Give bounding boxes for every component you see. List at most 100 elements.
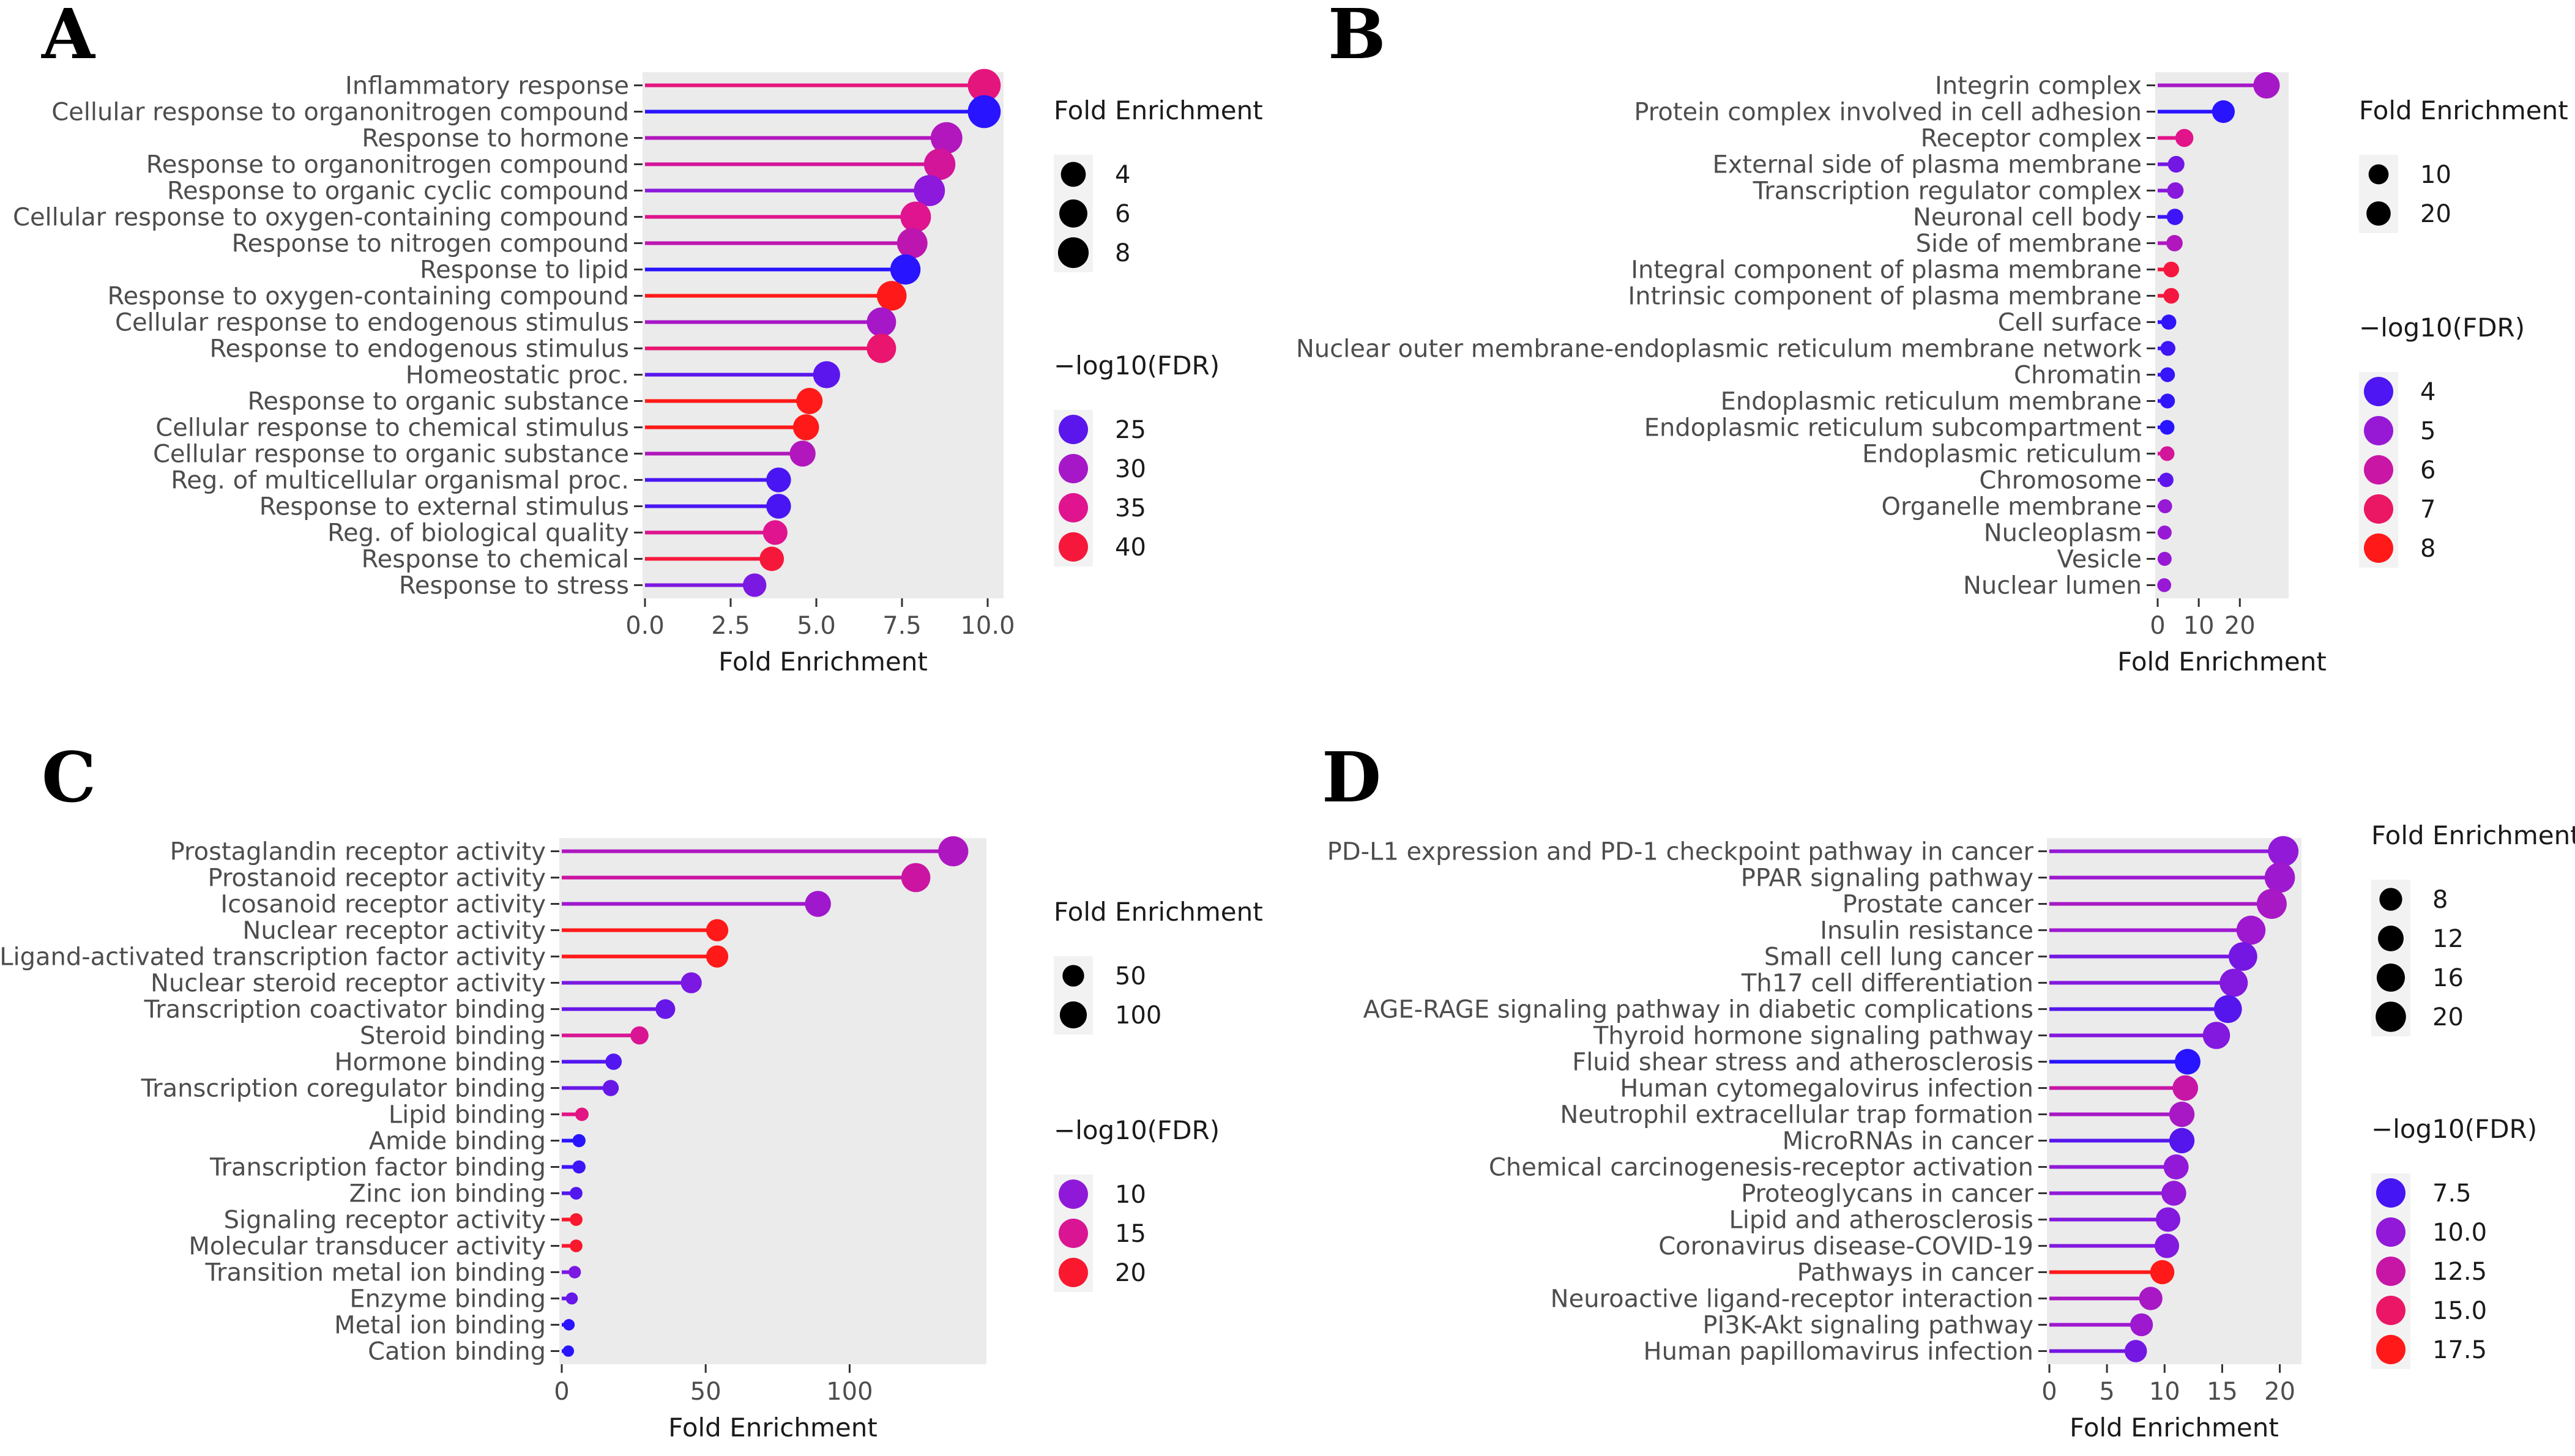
size-legend-point <box>1062 965 1084 987</box>
color-legend-label: 35 <box>1115 494 1146 522</box>
color-legend-point <box>1059 454 1088 483</box>
y-tick-label-reg-of-biological-quality: Reg. of biological quality <box>327 519 629 548</box>
color-legend-label: 8 <box>2420 535 2435 563</box>
y-tick-label-lipid-binding: Lipid binding <box>389 1101 546 1129</box>
y-tick-label-chromosome: Chromosome <box>1979 467 2142 495</box>
y-tick-label-th17-cell-differentiation: Th17 cell differentiation <box>1741 970 2033 998</box>
lollipop-point-neuronal-cell-body <box>2166 209 2183 225</box>
panel-letter: D <box>1322 738 1381 818</box>
x-tick-label: 15 <box>2207 1378 2238 1406</box>
color-legend-label: 20 <box>1115 1259 1146 1287</box>
y-tick-label-response-to-hormone: Response to hormone <box>362 125 629 153</box>
y-tick-label-intrinsic-component-of-plasma-membrane: Intrinsic component of plasma membrane <box>1628 283 2142 311</box>
color-legend-point <box>2376 1257 2405 1286</box>
color-legend-label: 6 <box>2420 456 2435 485</box>
color-legend-point <box>2376 1178 2405 1208</box>
lollipop-point-pi3k-akt-signaling-pathway <box>2130 1313 2153 1337</box>
y-tick-label-chemical-carcinogenesis-receptor-activation: Chemical carcinogenesis-receptor activat… <box>1489 1154 2033 1182</box>
size-legend-point <box>2376 1001 2406 1032</box>
lollipop-point-transition-metal-ion-binding <box>568 1266 581 1279</box>
size-legend-point <box>2379 888 2402 911</box>
lollipop-point-prostaglandin-receptor-activity <box>938 836 969 867</box>
y-tick-label-prostate-cancer: Prostate cancer <box>1843 891 2034 919</box>
lollipop-point-prostanoid-receptor-activity <box>901 863 931 893</box>
lollipop-point-pd-l1-expression-and-pd-1-checkpoint-pathway-in-cancer <box>2268 836 2299 867</box>
x-tick-label: 7.5 <box>882 612 922 640</box>
lollipop-point-thyroid-hormone-signaling-pathway <box>2202 1022 2230 1049</box>
y-tick-label-cellular-response-to-oxygen-containing-compound: Cellular response to oxygen-containing c… <box>13 204 629 232</box>
y-tick-label-neutrophil-extracellular-trap-formation: Neutrophil extracellular trap formation <box>1560 1101 2033 1129</box>
y-tick-label-coronavirus-disease-covid-19: Coronavirus disease-COVID-19 <box>1658 1233 2033 1261</box>
plot-background <box>2047 838 2301 1364</box>
y-tick-label-ppar-signaling-pathway: PPAR signaling pathway <box>1741 864 2033 893</box>
y-tick-label-transcription-factor-binding: Transcription factor binding <box>209 1154 546 1182</box>
y-tick-label-response-to-external-stimulus: Response to external stimulus <box>259 493 629 521</box>
y-tick-label-response-to-organic-cyclic-compound: Response to organic cyclic compound <box>167 177 629 206</box>
lollipop-point-nuclear-outer-membrane-endoplasmic-reticulum-membrane-network <box>2160 341 2175 356</box>
lollipop-point-insulin-resistance <box>2236 915 2266 945</box>
y-tick-label-transcription-coactivator-binding: Transcription coactivator binding <box>144 996 546 1024</box>
color-legend-point <box>2364 533 2393 563</box>
y-tick-label-inflammatory-response: Inflammatory response <box>345 72 629 100</box>
lollipop-point-organelle-membrane <box>2158 499 2172 514</box>
color-legend-label: 10.0 <box>2432 1219 2487 1247</box>
y-tick-label-homeostatic-proc: Homeostatic proc. <box>406 362 629 390</box>
size-legend-title: Fold Enrichment <box>2371 820 2575 850</box>
color-legend-label: 10 <box>1115 1181 1146 1209</box>
lollipop-point-cellular-response-to-organic-substance <box>789 440 816 467</box>
color-legend-point <box>1059 493 1088 522</box>
color-legend-title: −log10(FDR) <box>2359 313 2525 343</box>
lollipop-point-integral-component-of-plasma-membrane <box>2163 261 2179 278</box>
color-legend-point <box>2364 416 2393 445</box>
lollipop-point-inflammatory-response <box>967 69 1001 102</box>
size-legend-point <box>2366 201 2391 226</box>
color-legend-point <box>1059 1219 1088 1248</box>
y-tick-label-reg-of-multicellular-organismal-proc: Reg. of multicellular organismal proc. <box>171 467 629 495</box>
lollipop-point-amide-binding <box>572 1134 586 1148</box>
y-tick-label-side-of-membrane: Side of membrane <box>1916 230 2142 258</box>
size-legend-label: 20 <box>2420 200 2451 228</box>
y-tick-label-receptor-complex: Receptor complex <box>1921 125 2142 153</box>
color-legend-point <box>1059 532 1088 562</box>
y-tick-label-response-to-organonitrogen-compound: Response to organonitrogen compound <box>146 151 629 179</box>
lollipop-point-cellular-response-to-oxygen-containing-compound <box>900 201 931 232</box>
size-legend-point <box>2377 925 2404 952</box>
y-tick-label-cell-surface: Cell surface <box>1998 309 2142 337</box>
y-tick-label-human-papillomavirus-infection: Human papillomavirus infection <box>1644 1338 2033 1366</box>
y-tick-label-micrornas-in-cancer: MicroRNAs in cancer <box>1783 1127 2034 1156</box>
lollipop-point-metal-ion-binding <box>563 1319 575 1331</box>
size-legend-point <box>1060 162 1086 187</box>
y-tick-label-integral-component-of-plasma-membrane: Integral component of plasma membrane <box>1631 256 2142 284</box>
y-tick-label-age-rage-signaling-pathway-in-diabetic-complications: AGE-RAGE signaling pathway in diabetic c… <box>1363 996 2033 1024</box>
plot-background <box>2155 72 2289 598</box>
x-axis-title: Fold Enrichment <box>2070 1413 2279 1443</box>
y-tick-label-endoplasmic-reticulum-membrane: Endoplasmic reticulum membrane <box>1721 388 2142 416</box>
lollipop-point-response-to-organic-substance <box>796 388 823 414</box>
y-tick-label-response-to-stress: Response to stress <box>399 572 629 600</box>
lollipop-point-endoplasmic-reticulum-subcompartment <box>2159 420 2175 435</box>
y-tick-label-organelle-membrane: Organelle membrane <box>1882 493 2142 521</box>
y-tick-label-pathways-in-cancer: Pathways in cancer <box>1797 1259 2034 1287</box>
size-legend-label: 10 <box>2420 161 2451 189</box>
lollipop-point-response-to-organonitrogen-compound <box>923 148 956 180</box>
size-legend-label: 12 <box>2432 925 2464 953</box>
color-legend-label: 4 <box>2420 378 2435 406</box>
color-legend-label: 40 <box>1115 533 1146 562</box>
y-tick-label-fluid-shear-stress-and-atherosclerosis: Fluid shear stress and atherosclerosis <box>1572 1049 2033 1077</box>
lollipop-point-nuclear-receptor-activity <box>706 919 729 942</box>
y-tick-label-nuclear-steroid-receptor-activity: Nuclear steroid receptor activity <box>151 970 546 998</box>
lollipop-point-response-to-chemical <box>759 546 784 571</box>
size-legend-label: 8 <box>2432 886 2448 914</box>
lollipop-point-hormone-binding <box>605 1053 622 1070</box>
lollipop-point-nuclear-lumen <box>2157 578 2172 592</box>
x-tick-label: 20 <box>2264 1378 2295 1406</box>
y-tick-label-cellular-response-to-chemical-stimulus: Cellular response to chemical stimulus <box>155 414 629 442</box>
lollipop-point-steroid-binding <box>630 1026 649 1045</box>
lollipop-point-response-to-lipid <box>890 254 921 285</box>
y-tick-label-amide-binding: Amide binding <box>369 1127 546 1156</box>
x-tick-label: 0 <box>2041 1378 2057 1406</box>
size-legend-label: 16 <box>2432 964 2464 992</box>
lollipop-point-fluid-shear-stress-and-atherosclerosis <box>2174 1049 2200 1075</box>
y-tick-label-transcription-coregulator-binding: Transcription coregulator binding <box>141 1075 546 1103</box>
